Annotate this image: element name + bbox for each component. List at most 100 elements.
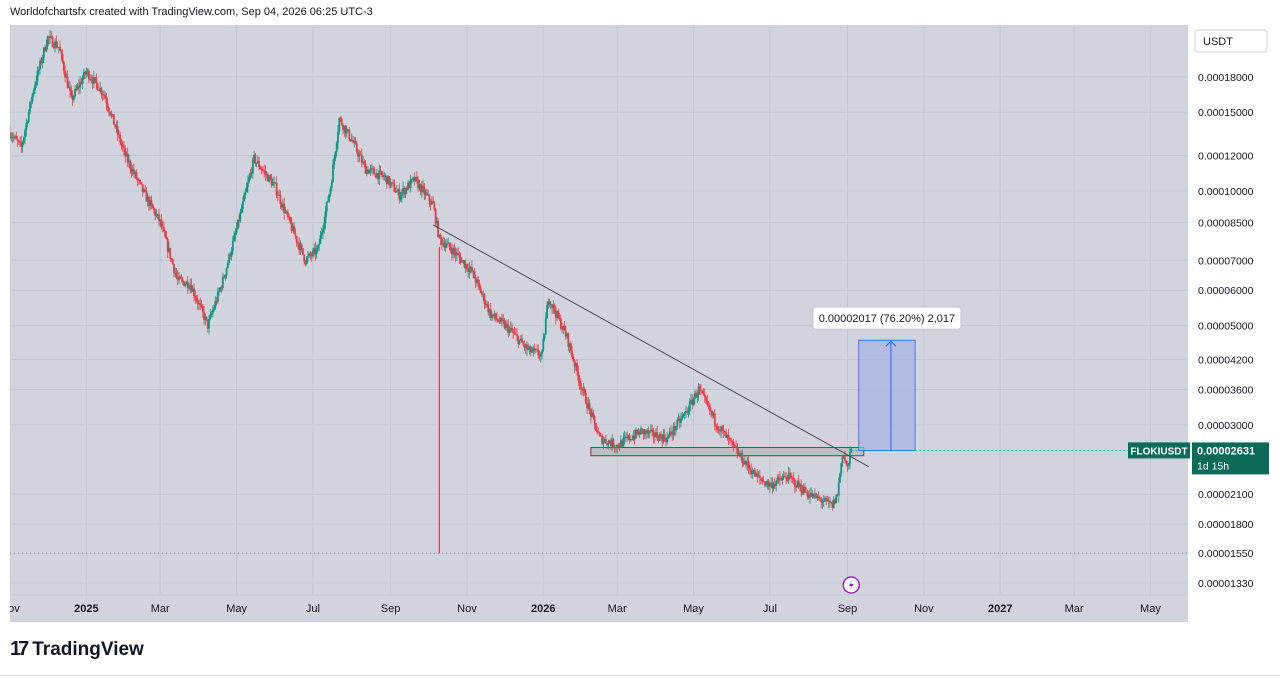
candle: [557, 308, 560, 320]
measure-box[interactable]: [858, 339, 916, 451]
candle: [478, 279, 481, 291]
candle: [166, 237, 169, 259]
candle-body: [190, 284, 193, 292]
candle-body: [414, 177, 417, 182]
candle: [683, 411, 686, 420]
tradingview-logo[interactable]: 17 TradingView: [10, 638, 144, 661]
candle-body: [527, 349, 530, 350]
candle: [804, 483, 806, 493]
candle-body: [529, 346, 532, 353]
candle: [327, 196, 329, 203]
candle-body: [50, 36, 53, 37]
candle-body: [650, 429, 652, 432]
candle-body: [216, 291, 219, 302]
candle: [453, 243, 456, 258]
candle-body: [364, 163, 367, 174]
candle: [350, 133, 353, 142]
candle-body: [208, 318, 210, 329]
candle-body: [114, 124, 117, 128]
candle: [338, 117, 341, 135]
candle: [251, 157, 254, 179]
candle: [120, 138, 123, 150]
candle: [288, 213, 291, 221]
candle-body: [39, 60, 41, 70]
candle-body: [263, 170, 266, 172]
candle: [456, 248, 458, 262]
candle-body: [310, 255, 313, 257]
candle-body: [56, 47, 59, 48]
candle-body: [820, 499, 823, 503]
candle-body: [592, 412, 595, 417]
candle-body: [344, 125, 347, 134]
candle-body: [91, 80, 94, 84]
price-chart[interactable]: 0.00002017 (76.20%) 2,017 Nov 2025 Mar May J…: [0, 25, 1272, 622]
candle-body: [333, 158, 336, 165]
candle: [154, 208, 157, 221]
candle: [403, 186, 406, 198]
candle: [691, 394, 694, 410]
candle-body: [766, 481, 769, 485]
candle-body: [666, 437, 669, 443]
candle-body: [354, 141, 357, 144]
trendline[interactable]: [432, 224, 870, 468]
candle-body: [413, 177, 416, 182]
candle: [781, 473, 784, 485]
candle-body: [397, 189, 399, 192]
candle: [328, 193, 331, 204]
candle: [333, 154, 336, 170]
candle: [408, 181, 411, 189]
candle-body: [451, 249, 453, 255]
candle: [115, 120, 118, 133]
candle: [728, 437, 731, 444]
support-zone[interactable]: [590, 447, 865, 457]
candle: [399, 191, 402, 202]
candle: [831, 500, 834, 511]
candle: [184, 281, 187, 288]
support-zone-rect[interactable]: [590, 447, 865, 457]
candle: [715, 424, 717, 433]
candle: [797, 474, 800, 489]
candle: [287, 209, 289, 221]
event-marker[interactable]: [842, 576, 860, 594]
price-tick-label: 0.00008500: [1198, 218, 1254, 230]
candle: [437, 218, 440, 239]
candle: [47, 35, 50, 45]
candle: [186, 275, 189, 295]
candle-body: [792, 478, 795, 480]
candle: [442, 236, 445, 247]
candle: [116, 120, 119, 142]
candle-body: [586, 403, 589, 409]
candle-body: [143, 189, 145, 192]
candle: [817, 491, 820, 501]
candle-body: [385, 175, 388, 185]
candle: [685, 405, 687, 418]
candle: [772, 481, 775, 492]
candle-body: [398, 189, 401, 200]
currency-button[interactable]: USDT: [1194, 29, 1268, 53]
candle-body: [822, 501, 825, 503]
candle-body: [622, 437, 625, 447]
candle: [820, 497, 823, 509]
candle: [407, 180, 409, 191]
candle-body: [543, 334, 546, 339]
trendline-line[interactable]: [432, 224, 870, 468]
candle: [722, 424, 725, 439]
candle: [522, 340, 525, 347]
candle: [552, 300, 555, 315]
candle-body: [249, 172, 252, 178]
candle: [322, 225, 324, 240]
candle-body: [265, 174, 268, 175]
chart-container[interactable]: 0.00002017 (76.20%) 2,017 Nov 2025 Mar May J…: [0, 25, 1272, 622]
candle: [226, 259, 229, 269]
candle-body: [615, 447, 617, 449]
candle-body: [85, 71, 88, 75]
candle: [657, 435, 660, 443]
candle: [474, 274, 477, 288]
candle-body: [591, 412, 594, 417]
measure-tool[interactable]: 0.00002017 (76.20%) 2,017: [812, 306, 962, 451]
candle-body: [609, 443, 612, 447]
candle-body: [270, 178, 273, 186]
candle: [319, 231, 322, 244]
candle: [601, 434, 604, 446]
candle: [255, 162, 258, 168]
